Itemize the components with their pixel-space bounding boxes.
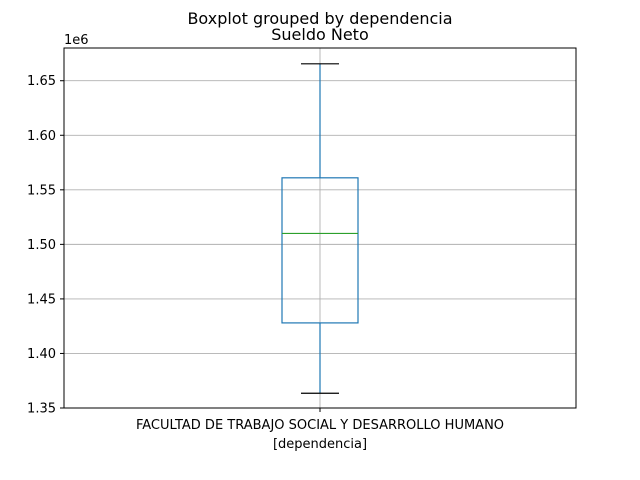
x-axis-label: [dependencia] [273,437,367,452]
y-tick-label: 1.45 [27,292,56,307]
chart-suptitle: Boxplot grouped by dependencia [187,9,452,28]
boxes [281,63,359,394]
y-tick-label: 1.60 [27,129,56,144]
y-tick-label: 1.55 [27,183,56,198]
x-axis-ticks: FACULTAD DE TRABAJO SOCIAL Y DESARROLLO … [136,408,504,433]
y-axis-ticks: 1.35 1.40 1.45 1.50 1.55 1.60 1.65 [27,74,64,417]
y-tick-label: 1.40 [27,347,56,362]
y-tick-label: 1.65 [27,74,56,89]
y-offset-label: 1e6 [64,33,89,48]
y-tick-label: 1.50 [27,238,56,253]
y-tick-label: 1.35 [27,402,56,417]
chart-title: Sueldo Neto [271,25,369,44]
x-tick-label: FACULTAD DE TRABAJO SOCIAL Y DESARROLLO … [136,418,504,433]
box-iqr [281,177,359,324]
